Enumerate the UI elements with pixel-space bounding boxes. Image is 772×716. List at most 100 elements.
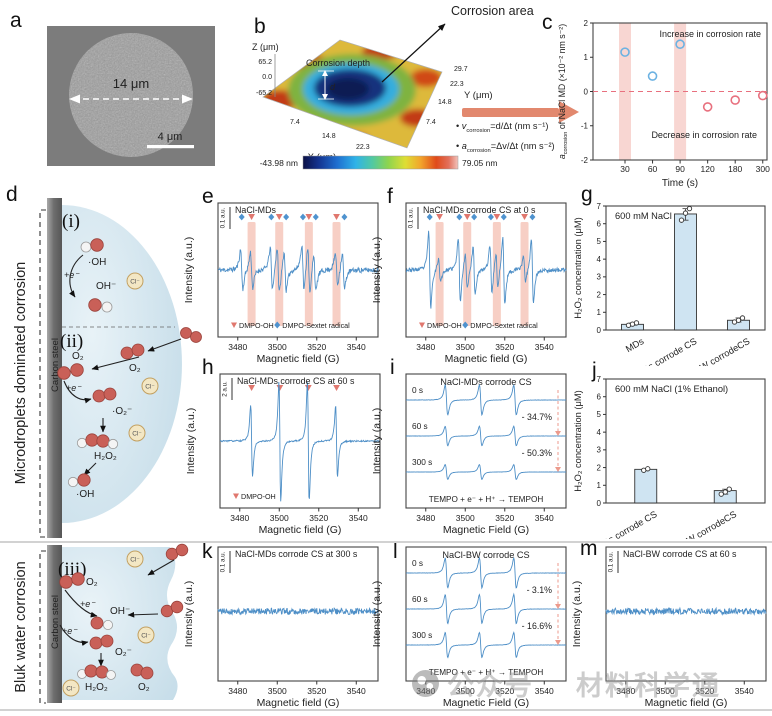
chart-title: NaCl-BW corrode CS at 60 s (623, 549, 737, 559)
reaction-arrow (63, 380, 92, 404)
x-tick-label: 3520 (309, 513, 328, 523)
plot-border (605, 546, 767, 682)
x-axis-label: Magnetic field (G) (257, 353, 340, 365)
hydroxide-molecule (88, 298, 113, 313)
superoxide-molecule (89, 634, 114, 650)
y-tick-label: -1 (581, 122, 589, 131)
reaction-arrow (64, 589, 98, 618)
spectrum-line (217, 245, 379, 293)
oxygen-molecule (160, 600, 184, 618)
x-tick: 22.3 (356, 144, 370, 151)
x-tick-label: 3520 (495, 686, 514, 696)
data-point (722, 489, 728, 495)
y-tick-label: 1 (597, 308, 602, 317)
x-tick-label: 3500 (456, 513, 475, 523)
data-point (735, 317, 742, 323)
x-tick-label: 3540 (349, 513, 368, 523)
chloride-ion: Cl⁻ (141, 377, 159, 395)
h2o2-label: H₂O₂ (94, 451, 117, 462)
y-tick-label: 5 (597, 237, 602, 246)
decrease-annotation: - 3.1% (527, 585, 553, 595)
y-tick: 22.3 (450, 81, 464, 88)
spectrum-line (405, 592, 566, 625)
data-point (726, 486, 732, 492)
x-tick-label: 90 (675, 164, 685, 174)
z-tick: -65.2 (256, 90, 272, 97)
panel-label-c: c (542, 11, 553, 34)
data-point (739, 315, 746, 321)
bar (674, 213, 697, 331)
dmpo-oh-peak-marker (248, 214, 255, 220)
x-tick-label: 3500 (456, 686, 475, 696)
x-tick-label: 3520 (307, 686, 326, 696)
dmpo-oh-peak-marker (304, 385, 312, 391)
panel-h-epr-chart: 2 a.u. NaCl-MDs corrode CS at 60 s DMPO-OH… (185, 373, 381, 536)
carbon-steel-label-bottom: Carbon steel (50, 595, 61, 649)
reaction-arrow (59, 624, 89, 647)
y-axis-label: Y (μm) (464, 90, 493, 101)
z-axis-label: Z (μm) (252, 42, 279, 52)
arrowhead-icon (555, 640, 561, 645)
x-tick-label: 3480 (416, 513, 435, 523)
plot-border (405, 546, 567, 682)
y-axis-label: Intensity (a.u.) (185, 408, 197, 475)
decrease-annotation: - 16.6% (522, 621, 552, 631)
o2-label: O₂ (86, 577, 98, 588)
svg-text:Cl⁻: Cl⁻ (132, 431, 142, 438)
corrosion-area-label: Corrosion area (451, 4, 534, 18)
chart-title: NaCl-MDs corrode CS (440, 377, 531, 387)
data-point (757, 90, 768, 101)
x-tick-label: 3480 (416, 342, 435, 352)
data-point (682, 210, 689, 216)
panel-k-epr-chart: 0.1 a.u. NaCl-MDs corrode CS at 300 s 3480… (183, 546, 379, 709)
sextet-peak-marker (456, 213, 463, 221)
y-tick-label: 7 (597, 375, 602, 384)
x-tick-label: 3500 (268, 342, 287, 352)
arrowhead-icon (555, 431, 561, 436)
panel-label-j: j (592, 359, 597, 382)
x-tick-label: 180 (728, 164, 742, 174)
hydroxide-label: OH⁻ (110, 606, 130, 617)
panel-label-d: d (6, 183, 18, 206)
x-tick: 7.4 (290, 119, 300, 126)
o2-entry-arrow (127, 611, 159, 618)
x-tick-label: 3540 (735, 686, 754, 696)
v-corrosion-formula: • vcorrosion=d/Δt (nm s⁻¹) (456, 121, 549, 134)
x-tick-label: 3480 (228, 686, 247, 696)
corrosion-depth-label: Corrosion depth (306, 58, 370, 68)
y-tick-label: 7 (597, 202, 602, 211)
panel-d-schematic: Microdroplets dominated corrosion Carbon… (13, 198, 202, 704)
electron-label: +e⁻ (64, 270, 80, 280)
y-tick-label: 3 (597, 273, 602, 282)
x-tick-label: 3540 (347, 686, 366, 696)
sextet-peak-marker (312, 213, 319, 221)
bottom-section-bracket (39, 550, 46, 704)
spectrum-line (405, 425, 567, 447)
x-tick-label: 3480 (228, 342, 247, 352)
y-axis-label: H₂O₂ concentration (μM) (573, 390, 583, 491)
trace-time-label: 0 s (412, 385, 423, 395)
y-axis-label: Intensity (a.u.) (371, 408, 383, 475)
panel-a-sem-image: 14 μm 4 μm (47, 26, 215, 166)
highlight-band (275, 222, 284, 326)
x-tick-label: 3520 (307, 342, 326, 352)
panel-label-g: g (581, 183, 593, 206)
increase-annotation: Increase in corrosion rate (659, 29, 761, 39)
panel-label-l: l (393, 540, 398, 563)
y-axis-label: acorrosion of NaCl MD (×10⁻² nm s⁻²) (557, 24, 569, 159)
x-axis-label: Magnetic field (G) (257, 697, 340, 709)
spectrum-line (217, 606, 379, 616)
superoxide-label: ·O₂⁻ (112, 406, 132, 417)
y-tick-label: 3 (597, 446, 602, 455)
dmpo-oh-peak-marker (275, 214, 283, 220)
sextet-peak-marker (471, 213, 478, 221)
sextet-peak-marker (341, 213, 348, 221)
svg-text:Cl⁻: Cl⁻ (145, 384, 155, 391)
trace-time-label: 60 s (412, 421, 428, 431)
oxygen-molecule (120, 343, 145, 360)
z-tick: 0.0 (262, 74, 272, 81)
top-section-bracket (39, 209, 46, 538)
oxygen-molecule (57, 363, 84, 380)
bar (634, 468, 658, 504)
y-tick-label: 0 (597, 499, 602, 508)
